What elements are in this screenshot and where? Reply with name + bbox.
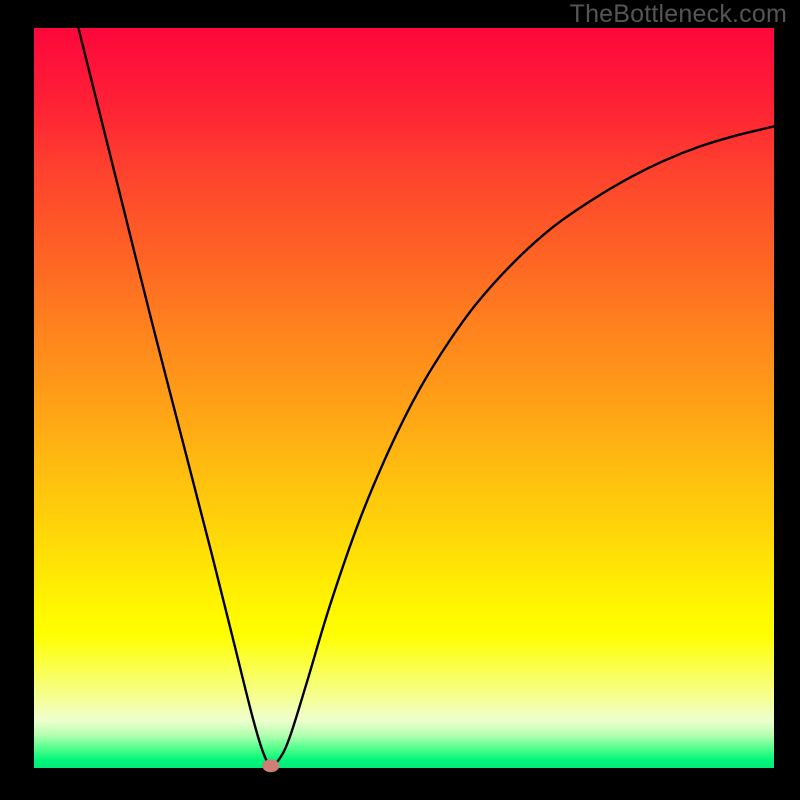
bottleneck-chart (0, 0, 800, 800)
chart-frame: TheBottleneck.com (0, 0, 800, 800)
plot-background (34, 28, 774, 768)
minimum-marker (262, 759, 279, 772)
